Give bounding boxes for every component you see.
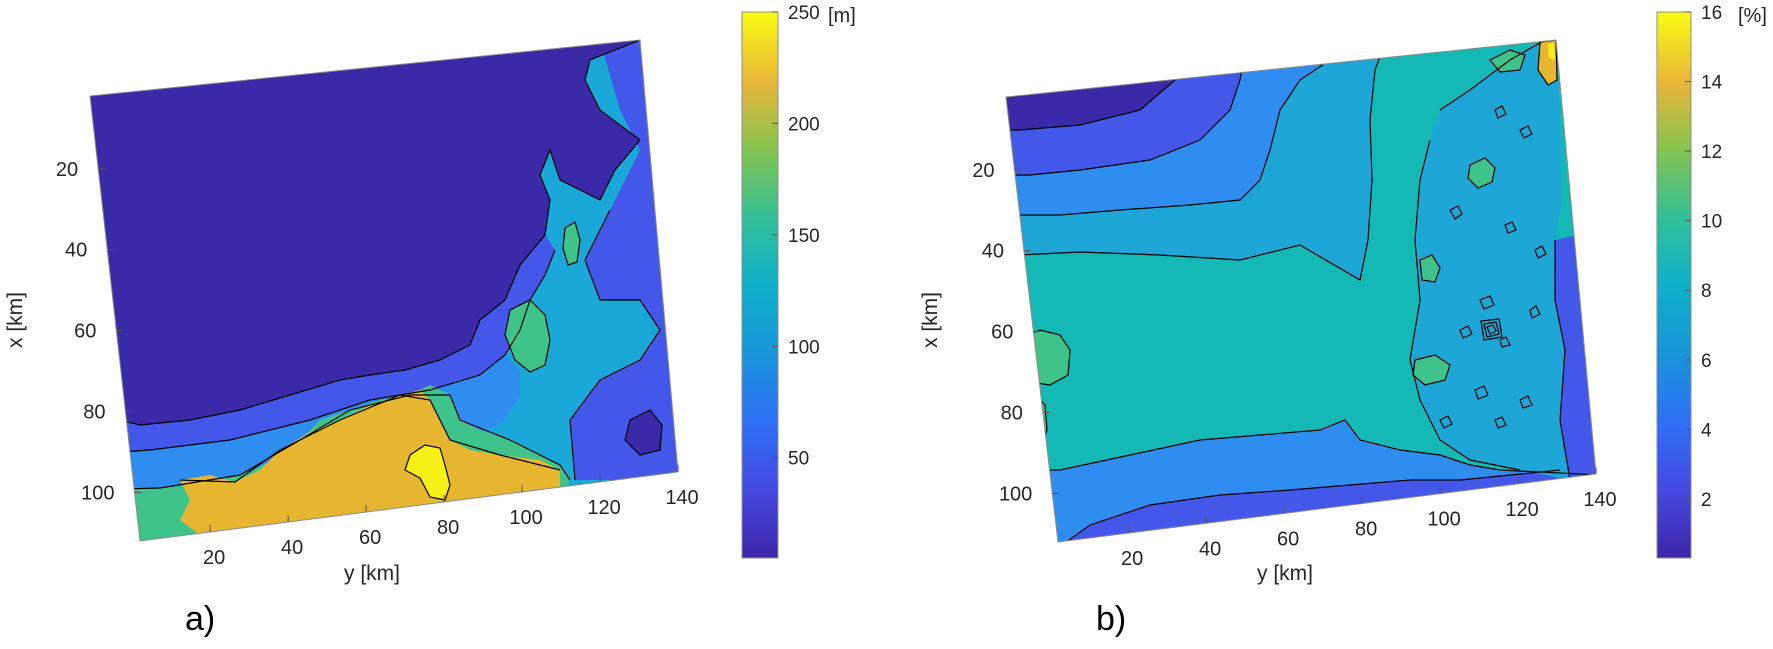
contour-line: [1554, 240, 1571, 481]
region-green-east: [1413, 355, 1450, 385]
colorbar-tick-label: 6: [1701, 351, 1712, 372]
contour-line: [1409, 139, 1521, 471]
region-green-west-1: [1010, 330, 1070, 385]
contour-line: [562, 221, 581, 266]
region-deep-northwest: [90, 40, 640, 425]
y-tick-label: 100: [999, 483, 1032, 505]
contour-line: [1006, 40, 1341, 216]
region-green-patch-small: [563, 222, 580, 265]
x-tick-label: 80: [437, 517, 459, 539]
panel-a-colorbar: [741, 11, 779, 559]
y-tick-label: 20: [56, 159, 78, 181]
region-north-cyan: [1006, 40, 1390, 280]
contour-line: [1006, 40, 1391, 281]
contour-line: [1006, 419, 1596, 476]
region-orange-high: [180, 390, 560, 535]
y-tick-label: 40: [65, 240, 87, 262]
x-tick-label: 80: [1355, 519, 1377, 541]
region-east-dark-patch: [625, 410, 662, 455]
y-tick-label: 60: [74, 321, 96, 343]
panel-b-ylabel: x [km]: [919, 292, 942, 348]
panel-a-contour-map: [90, 40, 678, 541]
x-tick-label: 100: [1427, 509, 1460, 531]
x-tick-label: 40: [281, 537, 303, 559]
colorbar-tick-label: 10: [1701, 212, 1722, 233]
x-tick-label: 140: [1583, 489, 1616, 511]
colorbar-tick-label: 8: [1701, 281, 1712, 302]
y-tick-label: 80: [1001, 403, 1023, 425]
y-tick-label: 80: [83, 402, 105, 424]
panel-a-ylabel: x [km]: [4, 292, 27, 348]
region-northwest-lightblue: [1006, 40, 1340, 215]
x-tick-label: 20: [203, 547, 225, 569]
colorbar-tick-label: 200: [788, 114, 820, 135]
region-green-east: [1420, 255, 1440, 282]
contour-line: [1439, 105, 1547, 429]
colorbar-tick-label: 16: [1701, 3, 1722, 24]
panel-b-colorbar-unit: [%]: [1738, 5, 1767, 27]
y-tick-label: 60: [991, 322, 1013, 344]
contour-line: [1467, 157, 1496, 189]
contour-line: [1439, 40, 1546, 111]
contour-line: [90, 249, 556, 456]
panel-a-label: a): [185, 600, 215, 638]
panel-b-colorbar: [1656, 11, 1692, 559]
panel-a-colorbar-ticks: 50 100 150 200 250: [772, 3, 820, 470]
panel-b: 20 40 60 80 100 120 140 20 40 60 80 100 y [km] x [k…: [919, 3, 1767, 638]
colorbar-tick-label: 12: [1701, 142, 1722, 163]
x-tick-label: 40: [1199, 538, 1221, 560]
panel-b-axes: 20 40 60 80 100 120 140 20 40 60 80 100: [972, 160, 1616, 570]
contour-line: [1419, 254, 1441, 283]
y-tick-label: 40: [982, 241, 1004, 263]
panel-b-contour-map: [1006, 40, 1596, 542]
colorbar-tick-label: 150: [788, 226, 820, 247]
colorbar-tick-label: 2: [1701, 490, 1712, 511]
contour-line: [179, 394, 561, 483]
panel-a-axes: 20 40 60 80 100 120 140 20 40 60 80 100: [56, 159, 699, 569]
contour-line: [1006, 40, 1251, 176]
panel-a-colorbar-unit: [m]: [828, 5, 856, 27]
colorbar-tick-label: 250: [788, 3, 820, 24]
colorbar-tick-label: 4: [1701, 420, 1712, 441]
x-tick-label: 60: [359, 527, 381, 549]
region-green-patch-large: [505, 300, 550, 372]
x-tick-label: 140: [665, 487, 698, 509]
contour-line: [569, 209, 661, 481]
panel-a-xlabel: y [km]: [344, 562, 400, 585]
colorbar-tick-label: 14: [1701, 73, 1723, 94]
x-tick-label: 20: [1121, 548, 1143, 570]
y-tick-label: 20: [972, 160, 994, 182]
contour-line: [1489, 49, 1526, 73]
region-yellow-peak: [405, 445, 450, 500]
contour-line: [1412, 354, 1451, 386]
contour-line: [404, 444, 451, 501]
contour-line: [1054, 469, 1561, 542]
panel-b-xlabel: y [km]: [1257, 562, 1313, 585]
contour-line: [119, 40, 641, 426]
x-tick-label: 60: [1277, 528, 1299, 550]
contour-line: [624, 409, 663, 456]
region-green-east: [1490, 50, 1525, 72]
contour-line: [504, 299, 551, 373]
y-tick-label: 100: [81, 482, 114, 504]
x-tick-label: 120: [1505, 499, 1538, 521]
contour-line: [1480, 318, 1503, 341]
contour-line: [90, 394, 571, 491]
x-tick-label: 100: [509, 507, 542, 529]
region-east-mixed: [1410, 40, 1570, 480]
panel-a: 20 40 60 80 100 120 140 20 40 60 80 100 y [km] x [k…: [4, 3, 856, 638]
panel-b-colorbar-ticks: 2 4 6 8 10 12 14 16: [1685, 3, 1723, 511]
region-yellow-corner: [1548, 43, 1555, 60]
colorbar-tick-label: 50: [788, 449, 809, 470]
colorbar-tick-label: 100: [788, 337, 820, 358]
region-green-east: [1468, 158, 1495, 188]
x-tick-label: 120: [587, 497, 620, 519]
panel-b-label: b): [1096, 600, 1126, 638]
